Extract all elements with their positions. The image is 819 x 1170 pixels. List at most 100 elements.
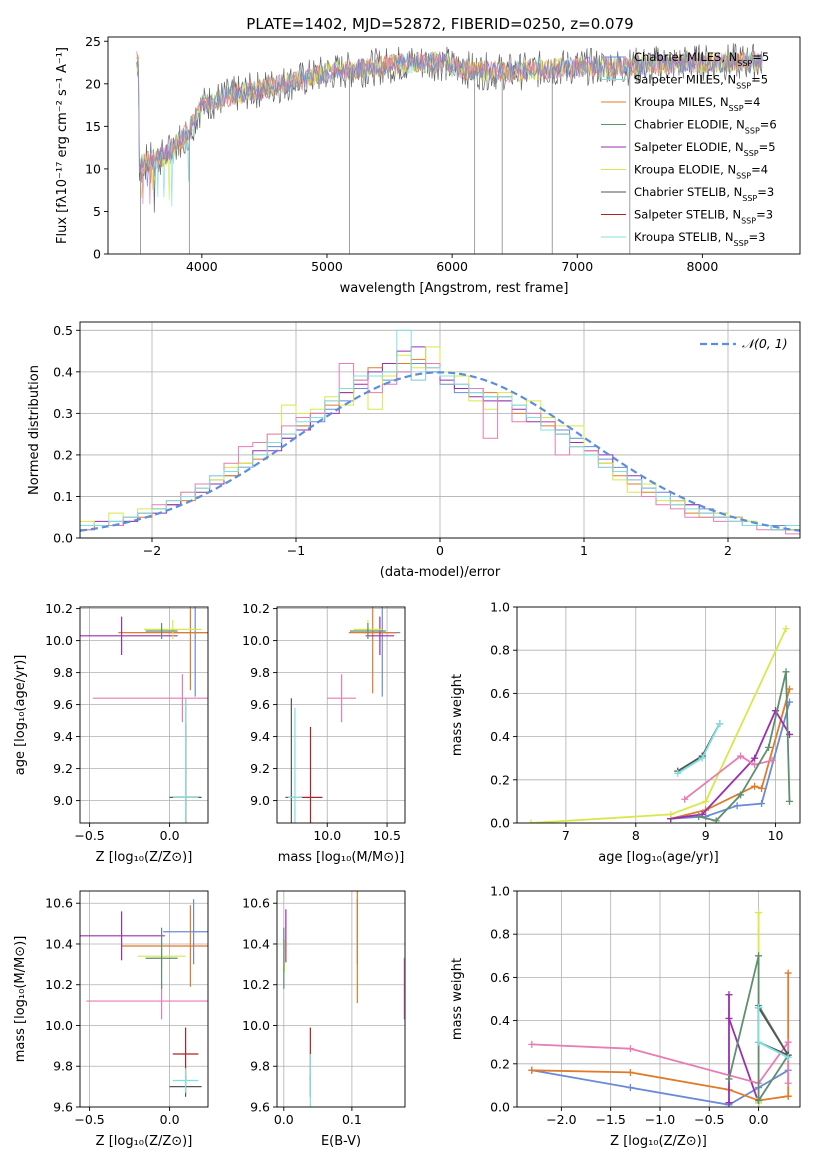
weight-point [712,817,720,823]
y-tick-label: 9.0 [53,793,73,808]
panel-mass_vs_ebv: 0.0 0.1 9.6 9.8 10.0 10.2 10.4 10.6 E(B-V) [242,890,406,1149]
plot-area [80,607,208,823]
weight-point [755,1004,763,1012]
legend-subscript: SSP [729,104,744,113]
x-tick-label: −0.5 [74,828,104,843]
x-tick-label: −1.0 [645,1112,675,1127]
weight-point [755,952,763,960]
y-tick-label: 9.8 [53,665,73,680]
legend: Chabrier MILES, NSSP=5 Salpeter MILES, NS… [601,50,777,248]
weight-point [725,991,733,999]
x-tick-label: 0.0 [160,1112,180,1127]
figure-title: PLATE=1402, MJD=52872, FIBERID=0250, z=0… [246,15,633,33]
legend-subscript: SSP [741,216,756,225]
weight-series [728,994,760,1103]
panel-weight_vs_Z: −2.0 −1.5 −1.0 −0.5 0.0 0.0 0.2 0.4 0.6 0.8 1.0 Z [… [450,884,801,1149]
weight-point [737,791,745,799]
weight-point [758,800,766,808]
y-tick-label: 10.0 [45,1018,73,1033]
x-tick-label: 2 [724,543,732,558]
weight-point [765,743,773,751]
y-tick-label: 0.8 [490,643,510,658]
weight-point [626,1084,634,1092]
y-tick-label: 9.6 [250,1100,270,1115]
weight-point [527,819,535,823]
plot-area [80,329,800,538]
axes-frame: −0.5 0.0 9.0 9.2 9.4 9.6 9.8 10.0 10.2 Z [log₁₀(Z… [13,601,209,865]
x-tick-label: 8 [632,828,640,843]
x-tick-label: −0.5 [694,1112,724,1127]
y-tick-label: 9.0 [250,793,270,808]
panels: 4000 5000 6000 7000 80000510152025wavelength… [13,34,801,1149]
legend-label: Kroupa MILES, NSSP=4 [634,95,760,113]
x-axis-label: Z [log₁₀(Z/Z⊙)] [96,1134,193,1149]
y-tick-label: 25 [85,34,101,49]
weight-point [786,797,794,805]
weight-point [751,754,759,762]
x-axis-label: E(B-V) [321,1134,361,1149]
legend-label: Chabrier STELIB, NSSP=3 [634,185,774,203]
y-tick-label: 9.6 [53,1100,73,1115]
x-tick-label: −1 [287,543,305,558]
plot-area [285,607,401,823]
weight-point [751,782,759,790]
plot-area [528,909,792,1107]
weight-point [784,1079,792,1087]
x-tick-label: −0.5 [74,1112,104,1127]
y-tick-label: 0.2 [53,447,73,462]
y-tick-label: 9.4 [250,729,270,744]
y-tick-label: 10.6 [45,896,73,911]
weight-point [737,752,745,760]
plot-area [80,899,208,1097]
weight-series [757,1007,791,1058]
x-tick-label: 7 [562,828,570,843]
y-tick-label: 0.8 [490,927,510,942]
y-tick-label: 10.0 [242,1018,270,1033]
panel-spectrum: 4000 5000 6000 7000 8000 0 5 10 15 20 25 wavelength… [55,34,801,296]
weight-point [695,813,703,821]
y-tick-label: 9.4 [53,729,73,744]
y-tick-label: 0.1 [53,489,73,504]
legend-subscript: SSP [744,149,759,158]
y-tick-label: 10.6 [242,896,270,911]
x-axis-label: mass [log₁₀(M/M⊙)] [278,850,405,865]
y-axis-label: Flux [fλ10⁻¹⁷ erg cm⁻² s⁻¹ A⁻¹] [55,47,70,244]
panel-age_vs_mass: 10.0 10.5 9.0 9.2 9.4 9.6 9.8 10.0 10.2 mass [log… [242,601,406,865]
panel-weight_vs_age: 7 8 9 10 0.0 0.2 0.4 0.6 0.8 1.0 age [log₁₀(age/yr… [450,600,801,865]
y-tick-label: 10.2 [242,601,270,616]
x-tick-label: 5000 [311,259,343,274]
y-tick-label: 0.0 [53,531,73,546]
weight-point [755,1038,763,1046]
x-tick-label: 0.0 [749,1112,769,1127]
y-tick-label: 10.0 [242,633,270,648]
x-axis-label: (data-model)/error [380,565,501,580]
x-tick-label: 0 [436,543,444,558]
plot-area [283,891,405,1107]
y-tick-label: 10.4 [242,936,270,951]
axes-frame: −0.5 0.0 9.6 9.8 10.0 10.2 10.4 10.6 Z [log₁₀(Z/… [13,890,209,1149]
legend-subscript: SSP [737,59,752,68]
axes-frame: −2.0 −1.5 −1.0 −0.5 0.0 0.0 0.2 0.4 0.6 0.8 1.0 Z [… [450,884,801,1149]
y-axis-label: mass weight [450,674,465,756]
y-tick-label: 9.6 [250,697,270,712]
weight-point [755,909,763,917]
weight-point [784,1092,792,1100]
weight-point [626,1045,634,1053]
legend-suffix: =4 [751,163,768,177]
x-tick-label: 7000 [561,259,593,274]
y-tick-label: 0.4 [490,1013,510,1028]
weight-point [784,969,792,977]
weight-point [674,769,682,777]
legend-label: Salpeter STELIB, NSSP=3 [634,208,773,226]
x-tick-label: −1.5 [595,1112,625,1127]
y-axis-label: mass [log₁₀(M/M⊙)] [13,936,28,1063]
legend-suffix: =6 [760,118,777,132]
weight-series [684,754,773,800]
weight-point [784,1053,792,1061]
y-tick-label: 0.4 [490,729,510,744]
y-tick-label: 9.6 [53,697,73,712]
legend-suffix: =5 [752,50,769,64]
y-tick-label: 9.8 [250,665,270,680]
histogram-series [80,329,800,538]
